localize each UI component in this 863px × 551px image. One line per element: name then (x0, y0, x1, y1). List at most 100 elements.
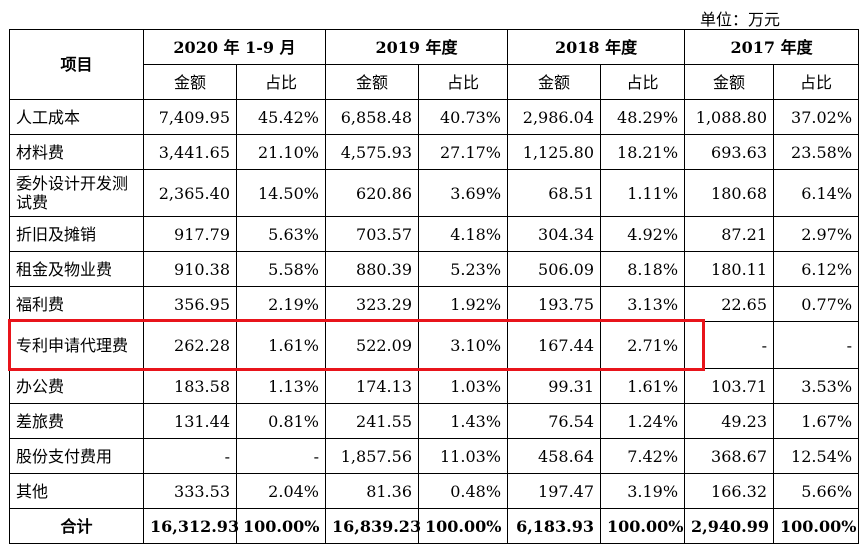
ratio-cell: 1.03% (417, 368, 509, 404)
amount-cell: 166.32 (684, 473, 775, 509)
table-row: 股份支付费用 - -1,857.56 11.03% 458.64 7.42% 368.67 1… (9, 438, 860, 474)
amount-cell: 2,365.40 (143, 169, 237, 217)
amount-cell: 458.64 (507, 438, 602, 474)
row-item-label: 合计 (9, 508, 144, 544)
ratio-cell: 2.71% (600, 321, 686, 369)
amount-cell: 99.31 (507, 368, 602, 404)
amount-cell: 193.75 (507, 286, 602, 322)
amount-cell: 3,441.65 (143, 134, 237, 170)
amount-cell: 87.21 (684, 216, 775, 252)
ratio-cell: 21.10% (236, 134, 326, 170)
ratio-cell: 1.67% (773, 403, 860, 439)
ratio-cell: 4.92% (600, 216, 686, 252)
amount-cell: 16,312.93 (143, 508, 239, 544)
ratio-cell: 5.63% (236, 216, 326, 252)
ratio-cell: 1.61% (600, 368, 686, 404)
table-row: 其他 333.53 2.04% 81.36 0.48% 197.47 3.19% 166.32… (9, 473, 860, 509)
table-row: 材料费 3,441.65 21.10% 4,575.93 27.17% 1,125.80 1… (9, 134, 860, 170)
ratio-cell: 45.42% (236, 99, 326, 135)
ratio-cell: 2.04% (236, 473, 326, 509)
row-item-label: 专利申请代理费 (9, 321, 144, 369)
ratio-cell: 3.10% (417, 321, 509, 369)
amount-cell: 333.53 (143, 473, 237, 509)
header-year: 2019 年度 (324, 29, 509, 65)
amount-cell: 174.13 (325, 368, 419, 404)
ratio-cell: 5.66% (773, 473, 860, 509)
amount-cell: 2,986.04 (507, 99, 602, 135)
ratio-cell: 100.00% (773, 508, 860, 544)
table-row: 差旅费 131.44 0.81% 241.55 1.43% 76.54 1.24% 49.23… (9, 403, 860, 439)
row-item-label: 材料费 (9, 134, 144, 170)
ratio-cell: 23.58% (773, 134, 860, 170)
amount-cell: 368.67 (684, 438, 775, 474)
header-amount: 金额 (507, 64, 602, 100)
header-year: 2017 年度 (684, 29, 860, 65)
ratio-cell: 48.29% (600, 99, 686, 135)
header-amount: 金额 (684, 64, 775, 100)
ratio-cell: 100.00% (236, 508, 326, 544)
table-row: 折旧及摊销 917.79 5.63% 703.57 4.18% 304.34 4.92% 87… (9, 216, 860, 252)
amount-cell: 180.68 (684, 169, 775, 217)
ratio-cell: 6.14% (773, 169, 860, 217)
ratio-cell: 2.19% (236, 286, 326, 322)
table-row: 租金及物业费 910.38 5.58% 880.39 5.23% 506.09 8.18% 1… (9, 251, 860, 287)
ratio-cell: 1.11% (600, 169, 686, 217)
ratio-cell: 11.03% (417, 438, 509, 474)
table-row: 专利申请代理费 262.28 1.61% 522.09 3.10% 167.44 2.71%… (9, 321, 860, 369)
header-item: 项目 (9, 29, 144, 100)
amount-cell: 6,183.93 (507, 508, 602, 544)
ratio-cell: 5.58% (236, 251, 326, 287)
amount-cell: 68.51 (507, 169, 602, 217)
ratio-cell: 0.48% (417, 473, 509, 509)
table-body: 人工成本 7,409.95 45.42% 6,858.48 40.73% 2,986.04… (9, 99, 860, 544)
table-row: 办公费 183.58 1.13% 174.13 1.03% 99.31 1.61% 103.7… (9, 368, 860, 404)
amount-cell: 910.38 (143, 251, 237, 287)
ratio-cell: - (773, 321, 860, 369)
amount-cell: 620.86 (325, 169, 419, 217)
expense-table: 项目 2020 年 1-9 月 2019 年度 2018 年度 2017 年度 … (9, 29, 860, 544)
ratio-cell: - (236, 438, 326, 474)
amount-cell: 241.55 (325, 403, 419, 439)
ratio-cell: 14.50% (236, 169, 326, 217)
ratio-cell: 100.00% (417, 508, 509, 544)
ratio-cell: 5.23% (417, 251, 509, 287)
amount-cell: 180.11 (684, 251, 775, 287)
row-item-label: 委外设计开发测试费 (9, 169, 144, 217)
amount-cell: 693.63 (684, 134, 775, 170)
ratio-cell: 18.21% (600, 134, 686, 170)
total-row: 合计 16,312.93 100.00% 16,839.23 100.00% 6,183.… (9, 508, 860, 544)
ratio-cell: 0.81% (236, 403, 326, 439)
amount-cell: 522.09 (325, 321, 419, 369)
amount-cell: 262.28 (143, 321, 237, 369)
ratio-cell: 2.97% (773, 216, 860, 252)
header-ratio: 占比 (236, 64, 326, 100)
amount-cell: - (684, 321, 775, 369)
amount-cell: 16,839.23 (325, 508, 421, 544)
header-row-years: 项目 2020 年 1-9 月 2019 年度 2018 年度 2017 年度 (9, 29, 860, 100)
ratio-cell: 0.77% (773, 286, 860, 322)
ratio-cell: 1.24% (600, 403, 686, 439)
amount-cell: 304.34 (507, 216, 602, 252)
header-row-sub: 金额 占比 金额 占比 金额 占比 金额 占比 (10, 64, 860, 100)
amount-cell: 356.95 (143, 286, 237, 322)
ratio-cell: 100.00% (600, 508, 686, 544)
row-item-label: 差旅费 (9, 403, 144, 439)
ratio-cell: 37.02% (773, 99, 860, 135)
amount-cell: 4,575.93 (325, 134, 419, 170)
row-item-label: 办公费 (9, 368, 144, 404)
row-item-label: 人工成本 (9, 99, 144, 135)
amount-cell: 6,858.48 (325, 99, 419, 135)
table-row: 委外设计开发测试费 2,365.40 14.50% 620.86 3.69% 68.51 1… (9, 169, 860, 217)
header-amount: 金额 (325, 64, 419, 100)
table-row: 福利费 356.95 2.19% 323.29 1.92% 193.75 3.13% 22.6… (9, 286, 860, 322)
amount-cell: 323.29 (325, 286, 419, 322)
amount-cell: 7,409.95 (143, 99, 237, 135)
amount-cell: 22.65 (684, 286, 775, 322)
amount-cell: 1,088.80 (684, 99, 775, 135)
ratio-cell: 7.42% (600, 438, 686, 474)
header-ratio: 占比 (773, 64, 860, 100)
row-item-label: 股份支付费用 (9, 438, 144, 474)
ratio-cell: 40.73% (417, 99, 509, 135)
amount-cell: 49.23 (684, 403, 775, 439)
amount-cell: 703.57 (325, 216, 419, 252)
